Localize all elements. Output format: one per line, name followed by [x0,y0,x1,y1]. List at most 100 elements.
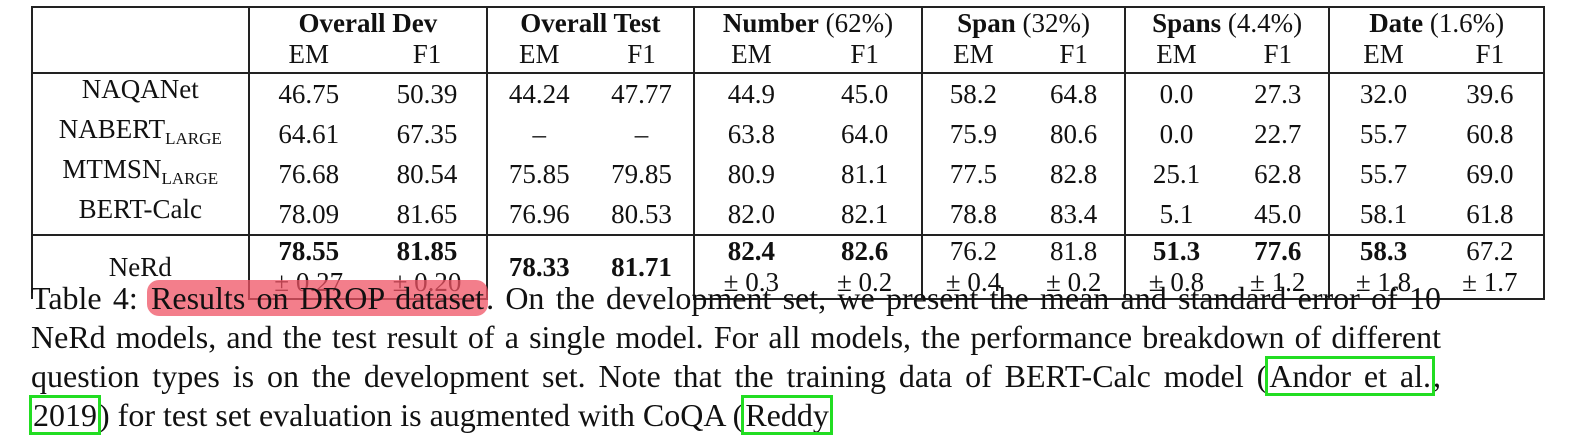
table-cell: 78.09 [278,198,340,229]
table-cell: 80.9 [727,158,775,189]
table-cell: 78.33 [487,234,591,299]
metric-header-f1: F1 [590,39,695,73]
model-name: NAQANet [31,72,250,114]
group-header-number: Number (62%) [693,6,924,39]
table-cell: 58.2 [922,72,1024,114]
table-cell: 77.5 [949,158,998,189]
metric-header-f1: F1 [1227,39,1331,73]
table-cell: 82.1 [807,194,924,235]
table-cell: 0.0 [1124,72,1228,114]
table-cell: 80.54 [367,154,489,194]
table-cell: ± 1.8 [1329,267,1437,300]
caption-text: ) for test set evaluation is augmented w… [99,397,744,433]
table-cell: 78.55 [248,234,368,267]
table-cell: 62.8 [1227,154,1331,194]
table-cell: ± 1.7 [1436,267,1546,300]
group-header-spans: Spans (4.4%) [1124,6,1331,39]
table-cell: ± 0.3 [693,267,808,300]
table-cell: 82.6 [807,234,924,267]
metric-header-f1: F1 [1436,39,1546,73]
table-cell: 44.24 [487,72,591,114]
table-cell: 67.35 [367,114,489,154]
table-cell: ± 1.2 [1227,267,1331,300]
table-cell: 77.6 [1227,234,1331,267]
group-header-overall-test: Overall Test [487,6,695,39]
table-cell: 81.71 [590,234,695,299]
group-header-row: Overall Dev Overall Test Number (62%) Sp… [31,6,1545,39]
table-cell: 81.65 [367,194,489,235]
table-cell: 75.85 [508,158,570,189]
table-cell: 61.8 [1436,194,1546,235]
table-cell: 76.68 [278,158,340,189]
metric-header-f1: F1 [807,39,924,73]
table-cell: 46.75 [248,72,368,114]
metric-header-em: EM [1156,39,1197,69]
table-cell: 32.0 [1329,72,1437,114]
model-name: MTMSNLARGE [31,154,250,194]
table-cell: ± 0.8 [1124,267,1228,300]
table-cell: 75.9 [949,118,998,149]
table-row: NABERTLARGE 64.61 67.35 – – 63.8 64.0 75… [31,114,1546,154]
citation-link[interactable]: Reddy [741,395,833,435]
group-header-overall-dev: Overall Dev [248,6,489,39]
table-cell: 83.4 [1023,194,1126,235]
table-cell: 45.0 [807,72,924,114]
table-row: NAQANet 46.75 50.39 44.24 47.77 44.9 45.… [31,72,1546,114]
table-cell: 64.61 [278,118,340,149]
table-cell: 78.8 [949,198,998,229]
table-row: MTMSNLARGE 76.68 80.54 75.85 79.85 80.9 … [31,154,1546,194]
metric-header-em: EM [519,39,560,69]
table-cell: ± 0.2 [1023,267,1126,300]
table-cell: 76.96 [508,198,570,229]
metric-header-f1: F1 [1023,39,1126,73]
table-cell: 60.8 [1436,114,1546,154]
group-header-date: Date (1.6%) [1329,6,1545,39]
table-cell: 80.53 [590,194,695,235]
metric-header-f1: F1 [367,39,489,73]
table-cell: 5.1 [1159,198,1194,229]
table-cell: 58.1 [1359,198,1408,229]
group-header-span: Span (32%) [922,6,1126,39]
table-cell: 80.6 [1023,114,1126,154]
table-cell: 82.4 [693,234,808,267]
highlighted-text: Results on DROP dataset [147,280,489,316]
table-cell: 55.7 [1359,118,1408,149]
table-cell: 45.0 [1227,194,1331,235]
table-cell: ± 0.2 [807,267,924,300]
table-cell: 81.85 [367,234,489,267]
table-cell: 81.1 [807,154,924,194]
results-table: Overall Dev Overall Test Number (62%) Sp… [31,6,1546,300]
table-cell: 69.0 [1436,154,1546,194]
table-cell: 63.8 [727,118,775,149]
table-cell: 44.9 [693,72,808,114]
metric-header-row: EM F1 EM F1 EM F1 EM F1 EM F1 EM F1 [31,39,1546,73]
metric-header-em: EM [731,39,772,69]
table-cell: – [590,114,695,154]
table-cell: 82.0 [727,198,775,229]
metric-header-em: EM [1363,39,1404,69]
metric-header-em: EM [953,39,994,69]
table-cell: ± 0.4 [922,267,1024,300]
table-cell: 79.85 [590,154,695,194]
table-cell: 50.39 [367,72,489,114]
table-caption: Table 4: Results on DROP dataset. On the… [29,280,1442,435]
table-cell: 58.3 [1329,234,1437,267]
table-cell: 67.2 [1436,234,1546,267]
model-name: BERT-Calc [31,194,250,235]
table-cell: 76.2 [922,234,1024,267]
caption-text: . On the development set, we present the… [31,280,1442,394]
table-cell: 64.0 [807,114,924,154]
citation-link[interactable]: 2019 [29,395,101,435]
table-cell: 25.1 [1152,158,1201,189]
metric-header-em: EM [288,39,329,69]
corner-cell [31,6,250,39]
table-row: BERT-Calc 78.09 81.65 76.96 80.53 82.0 8… [31,194,1546,235]
citation-link[interactable]: Andor et al. [1265,356,1436,396]
table-cell: 0.0 [1159,118,1194,149]
table-cell: 39.6 [1436,72,1546,114]
table-row-nerd: NeRd 78.55 81.85 78.33 81.71 82.4 82.6 7… [31,234,1546,299]
table-cell: 22.7 [1227,114,1331,154]
table-cell: 64.8 [1023,72,1126,114]
table-cell: 51.3 [1124,234,1228,267]
table-cell: – [532,118,547,149]
